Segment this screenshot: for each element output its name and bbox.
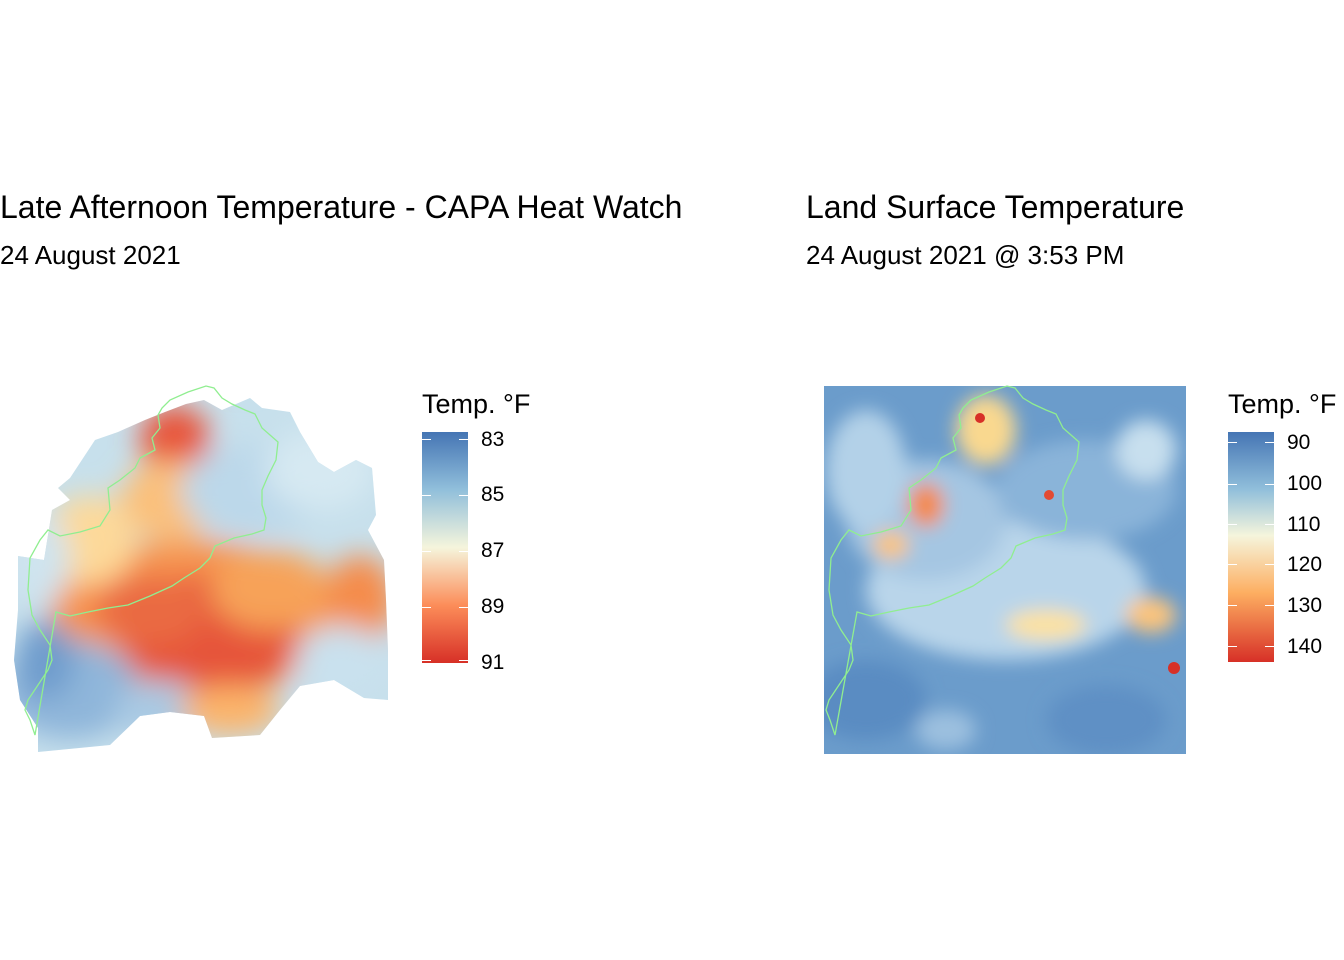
heat-watch-panel: Late Afternoon Temperature - CAPA Heat W… <box>0 189 683 752</box>
city-boundary <box>825 385 1080 736</box>
land-surface-subtitle: 24 August 2021 @ 3:53 PM <box>806 240 1125 270</box>
land-surface-tick-label: 120 <box>1287 553 1323 576</box>
land-surface-legend-title: Temp. °F <box>1228 389 1337 419</box>
land-surface-tick-label: 100 <box>1287 472 1323 495</box>
land-surface-title: Land Surface Temperature <box>806 189 1185 225</box>
land-surface-legend-bar <box>1228 432 1274 662</box>
land-surface-tick-label: 90 <box>1287 431 1311 454</box>
heat-watch-tick-label: 87 <box>481 539 505 562</box>
land-surface-panel: Land Surface Temperature 24 August 2021 … <box>806 0 1344 960</box>
heat-watch-tick-label: 85 <box>481 483 505 506</box>
heat-watch-subtitle: 24 August 2021 <box>0 240 181 270</box>
heat-watch-map <box>14 385 388 752</box>
land-surface-tick-label: 110 <box>1287 513 1321 536</box>
heat-watch-tick-label: 89 <box>481 595 505 618</box>
land-surface-tick-label: 140 <box>1287 635 1323 658</box>
heat-watch-legend-bar <box>422 432 468 663</box>
land-surface-tick-label: 130 <box>1287 594 1323 617</box>
land-surface-map <box>824 385 1186 754</box>
city-boundary <box>24 385 279 736</box>
heat-watch-title: Late Afternoon Temperature - CAPA Heat W… <box>0 189 683 225</box>
heat-watch-legend-title: Temp. °F <box>422 389 531 419</box>
heat-watch-tick-label: 91 <box>481 651 505 674</box>
heat-watch-tick-label: 83 <box>481 428 505 451</box>
